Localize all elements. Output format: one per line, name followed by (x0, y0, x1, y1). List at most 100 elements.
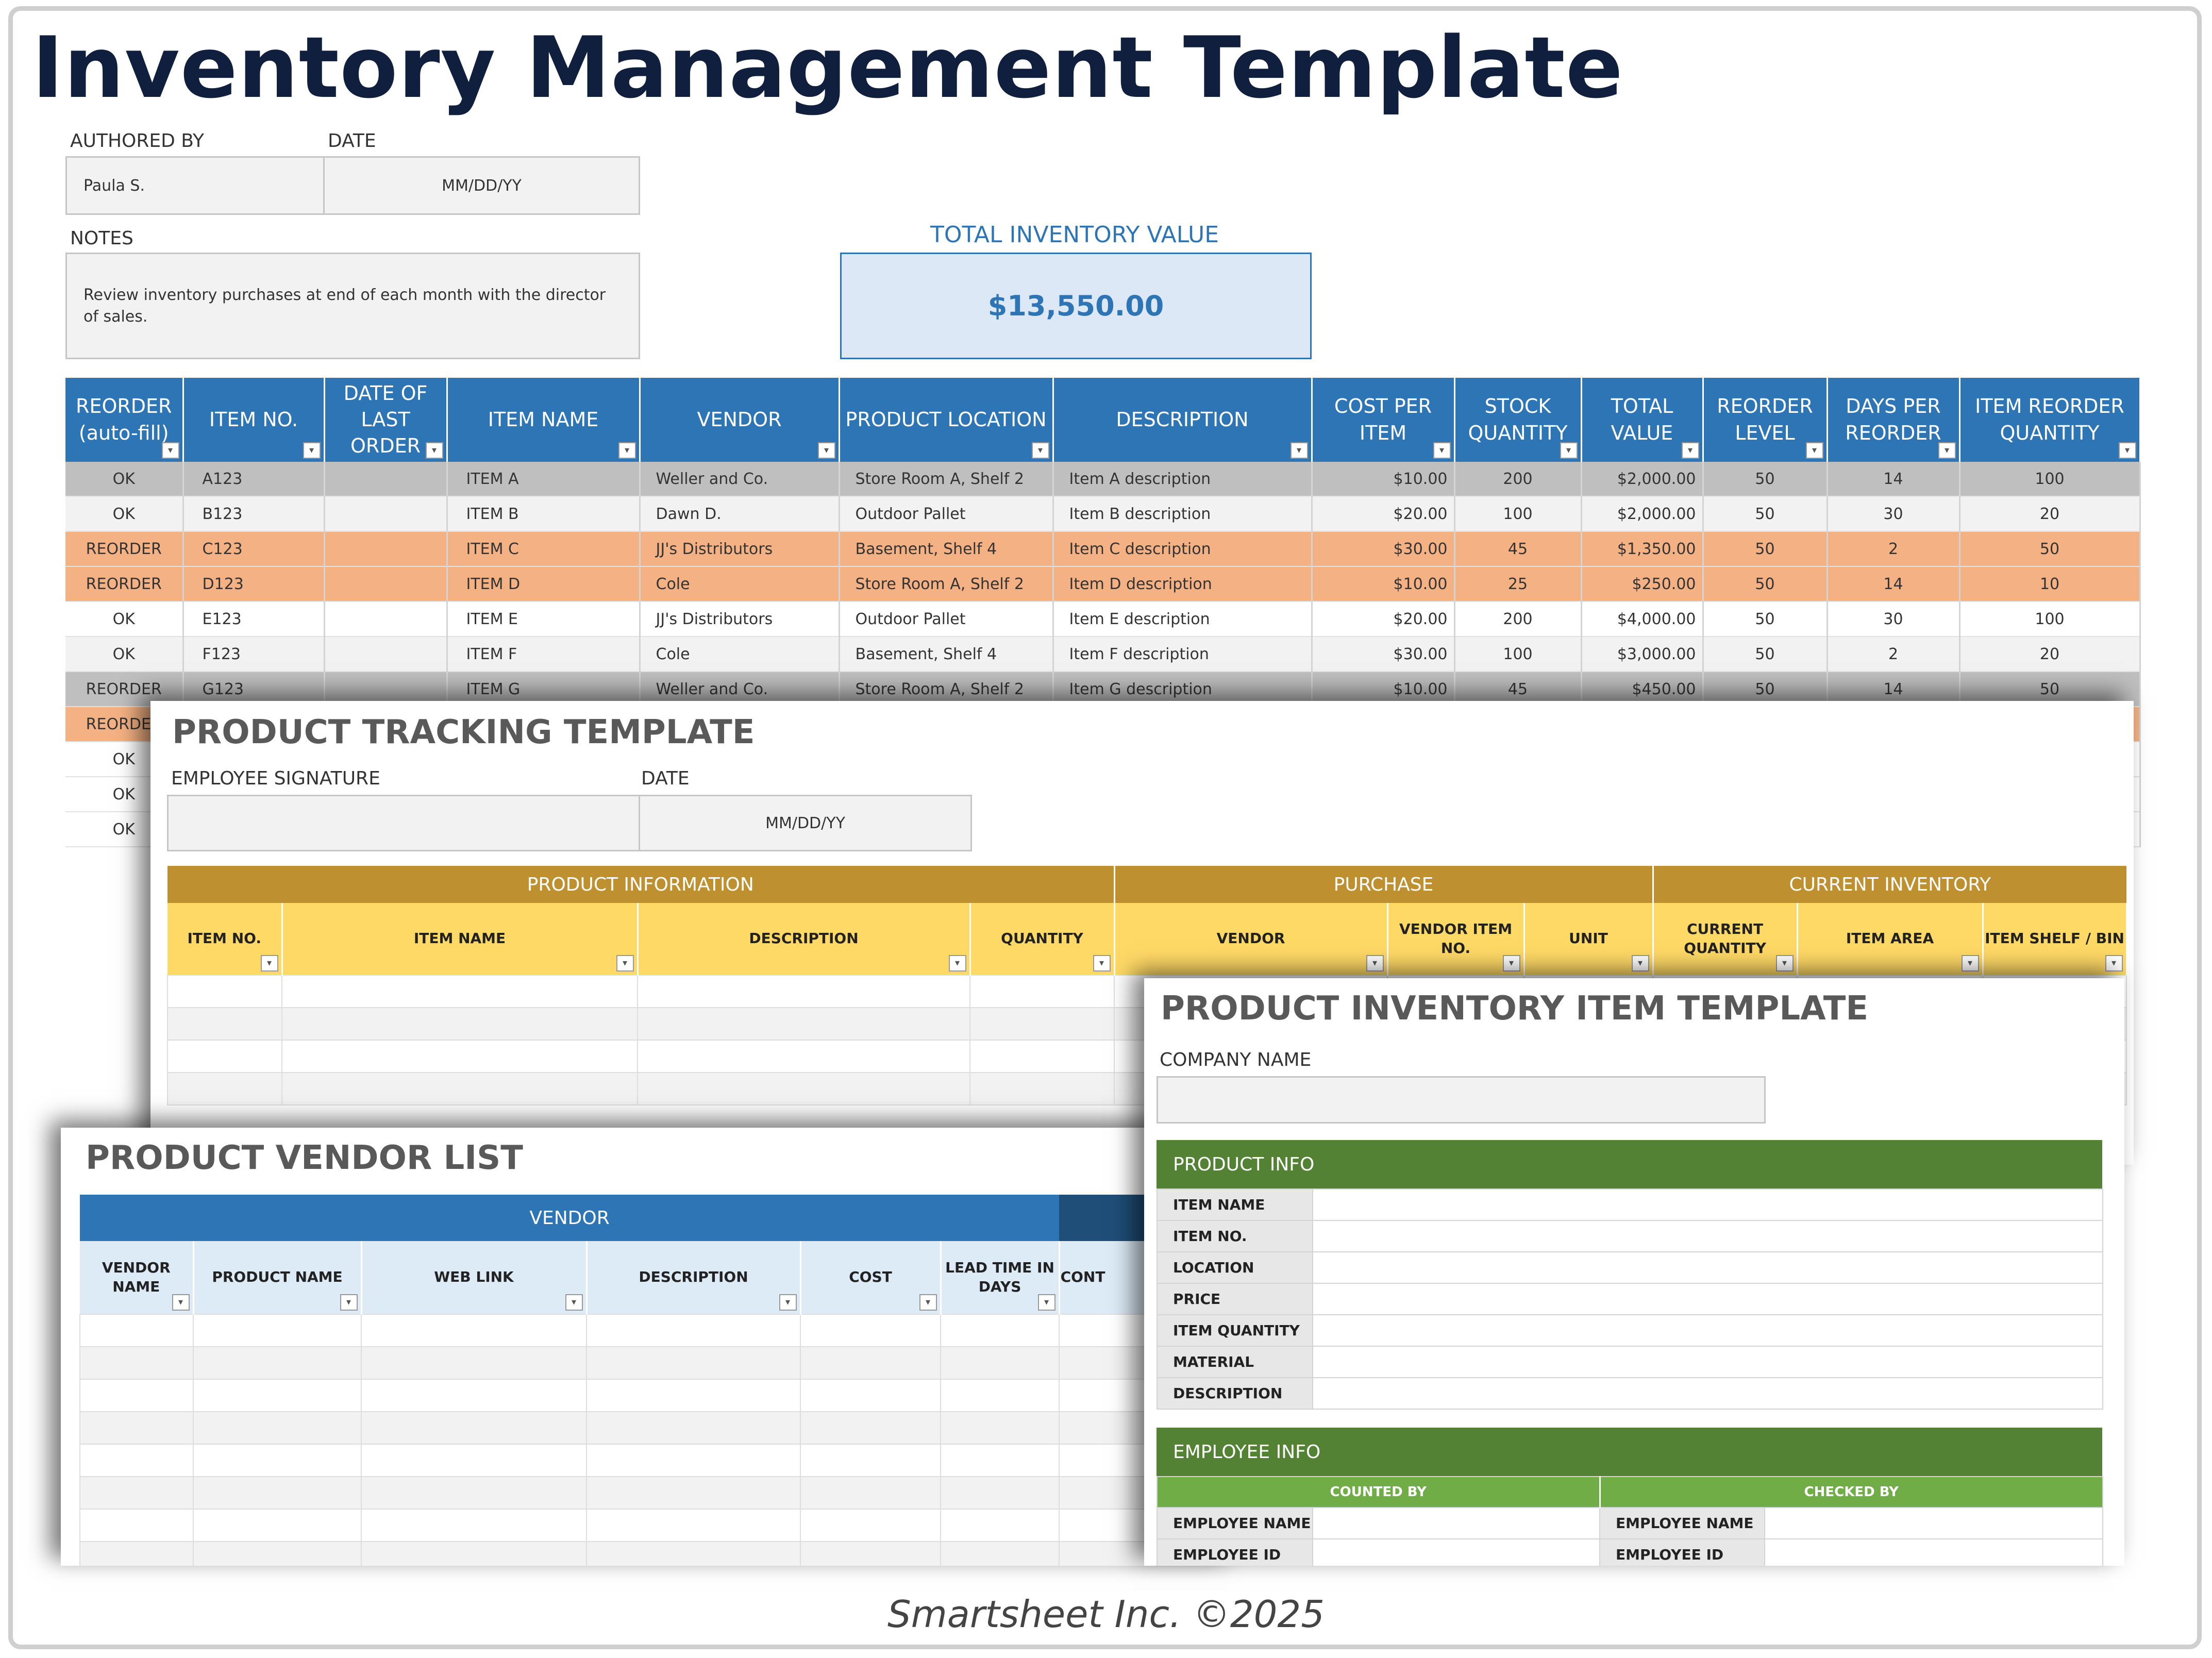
cell-total[interactable]: $250.00 (1581, 566, 1704, 602)
cell-name[interactable]: ITEM D (447, 566, 641, 602)
product-field-value[interactable] (1312, 1220, 2103, 1252)
cell-cost[interactable]: $20.00 (1312, 601, 1455, 637)
cell-total[interactable]: $4,000.00 (1581, 601, 1704, 637)
product-field-value[interactable] (1312, 1377, 2103, 1410)
filter-dropdown-icon[interactable]: ▾ (260, 955, 278, 972)
filter-dropdown-icon[interactable]: ▾ (618, 442, 636, 459)
cell-status[interactable]: OK (65, 601, 184, 637)
cell-qty[interactable]: 100 (1454, 637, 1582, 672)
cell-level[interactable]: 50 (1703, 566, 1828, 602)
cell-days[interactable]: 2 (1827, 531, 1960, 567)
filter-dropdown-icon[interactable]: ▾ (425, 442, 443, 459)
cell-description[interactable]: Item B description (1053, 496, 1313, 532)
cell-total[interactable]: $1,350.00 (1581, 531, 1704, 567)
cell-date[interactable] (324, 566, 448, 602)
filter-dropdown-icon[interactable]: ▾ (565, 1294, 583, 1311)
cell-reorder-qty[interactable]: 50 (1959, 531, 2141, 567)
cell-cost[interactable]: $10.00 (1312, 462, 1455, 497)
cell-cost[interactable]: $30.00 (1312, 637, 1455, 672)
cell-item-no[interactable]: C123 (183, 531, 325, 567)
counted-employee-name-field[interactable] (1312, 1507, 1601, 1539)
cell-description[interactable]: Item A description (1053, 462, 1313, 497)
signature-field[interactable] (167, 795, 640, 851)
filter-dropdown-icon[interactable]: ▾ (161, 442, 179, 459)
cell-location[interactable]: Outdoor Pallet (839, 601, 1054, 637)
cell-reorder-qty[interactable]: 10 (1959, 566, 2141, 602)
cell-vendor[interactable]: Cole (640, 566, 840, 602)
cell-item-no[interactable]: A123 (183, 462, 325, 497)
filter-dropdown-icon[interactable]: ▾ (919, 1294, 937, 1311)
cell-location[interactable]: Basement, Shelf 4 (839, 637, 1054, 672)
product-field-value[interactable] (1312, 1314, 2103, 1347)
cell-item-no[interactable]: B123 (183, 496, 325, 532)
filter-dropdown-icon[interactable]: ▾ (1631, 955, 1649, 972)
filter-dropdown-icon[interactable]: ▾ (616, 955, 634, 972)
filter-dropdown-icon[interactable]: ▾ (1775, 955, 1794, 972)
filter-dropdown-icon[interactable]: ▾ (340, 1294, 358, 1311)
cell-name[interactable]: ITEM B (447, 496, 641, 532)
cell-cost[interactable]: $10.00 (1312, 566, 1455, 602)
tracking-date-field[interactable]: MM/DD/YY (639, 795, 972, 851)
cell-qty[interactable]: 200 (1454, 462, 1582, 497)
cell-vendor[interactable]: JJ's Distributors (640, 531, 840, 567)
cell-date[interactable] (324, 531, 448, 567)
cell-description[interactable]: Item D description (1053, 566, 1313, 602)
cell-reorder-qty[interactable]: 100 (1959, 601, 2141, 637)
cell-description[interactable]: Item F description (1053, 637, 1313, 672)
filter-dropdown-icon[interactable]: ▾ (1560, 442, 1578, 459)
filter-dropdown-icon[interactable]: ▾ (303, 442, 321, 459)
cell-location[interactable]: Store Room A, Shelf 2 (839, 462, 1054, 497)
filter-dropdown-icon[interactable]: ▾ (1938, 442, 1956, 459)
cell-vendor[interactable]: JJ's Distributors (640, 601, 840, 637)
cell-cost[interactable]: $30.00 (1312, 531, 1455, 567)
cell-item-no[interactable]: E123 (183, 601, 325, 637)
cell-status[interactable]: OK (65, 496, 184, 532)
filter-dropdown-icon[interactable]: ▾ (1805, 442, 1823, 459)
cell-reorder-qty[interactable]: 20 (1959, 496, 2141, 532)
filter-dropdown-icon[interactable]: ▾ (1366, 955, 1384, 972)
cell-reorder-qty[interactable]: 100 (1959, 462, 2141, 497)
filter-dropdown-icon[interactable]: ▾ (1093, 955, 1111, 972)
cell-name[interactable]: ITEM F (447, 637, 641, 672)
product-field-value[interactable] (1312, 1188, 2103, 1221)
cell-location[interactable]: Outdoor Pallet (839, 496, 1054, 532)
filter-dropdown-icon[interactable]: ▾ (1037, 1294, 1055, 1311)
notes-field[interactable]: Review inventory purchases at end of eac… (65, 253, 640, 359)
cell-days[interactable]: 14 (1827, 566, 1960, 602)
cell-total[interactable]: $2,000.00 (1581, 496, 1704, 532)
cell-level[interactable]: 50 (1703, 496, 1828, 532)
cell-qty[interactable]: 200 (1454, 601, 1582, 637)
cell-level[interactable]: 50 (1703, 601, 1828, 637)
cell-name[interactable]: ITEM C (447, 531, 641, 567)
cell-item-no[interactable]: F123 (183, 637, 325, 672)
cell-status[interactable]: OK (65, 462, 184, 497)
cell-name[interactable]: ITEM E (447, 601, 641, 637)
checked-employee-id-field[interactable] (1764, 1538, 2104, 1566)
filter-dropdown-icon[interactable]: ▾ (1502, 955, 1520, 972)
cell-description[interactable]: Item E description (1053, 601, 1313, 637)
filter-dropdown-icon[interactable]: ▾ (1433, 442, 1451, 459)
cell-status[interactable]: OK (65, 637, 184, 672)
date-field[interactable]: MM/DD/YY (323, 156, 640, 215)
cell-date[interactable] (324, 601, 448, 637)
cell-date[interactable] (324, 462, 448, 497)
cell-total[interactable]: $3,000.00 (1581, 637, 1704, 672)
cell-cost[interactable]: $20.00 (1312, 496, 1455, 532)
filter-dropdown-icon[interactable]: ▾ (172, 1294, 190, 1311)
cell-days[interactable]: 30 (1827, 496, 1960, 532)
filter-dropdown-icon[interactable]: ▾ (1290, 442, 1308, 459)
counted-employee-id-field[interactable] (1312, 1538, 1601, 1566)
cell-location[interactable]: Basement, Shelf 4 (839, 531, 1054, 567)
cell-vendor[interactable]: Dawn D. (640, 496, 840, 532)
cell-qty[interactable]: 100 (1454, 496, 1582, 532)
filter-dropdown-icon[interactable]: ▾ (2118, 442, 2136, 459)
filter-dropdown-icon[interactable]: ▾ (817, 442, 835, 459)
product-field-value[interactable] (1312, 1346, 2103, 1378)
cell-status[interactable]: REORDER (65, 531, 184, 567)
checked-employee-name-field[interactable] (1764, 1507, 2104, 1539)
cell-item-no[interactable]: D123 (183, 566, 325, 602)
cell-level[interactable]: 50 (1703, 462, 1828, 497)
cell-description[interactable]: Item C description (1053, 531, 1313, 567)
company-name-field[interactable] (1157, 1076, 1766, 1124)
filter-dropdown-icon[interactable]: ▾ (1961, 955, 1979, 972)
